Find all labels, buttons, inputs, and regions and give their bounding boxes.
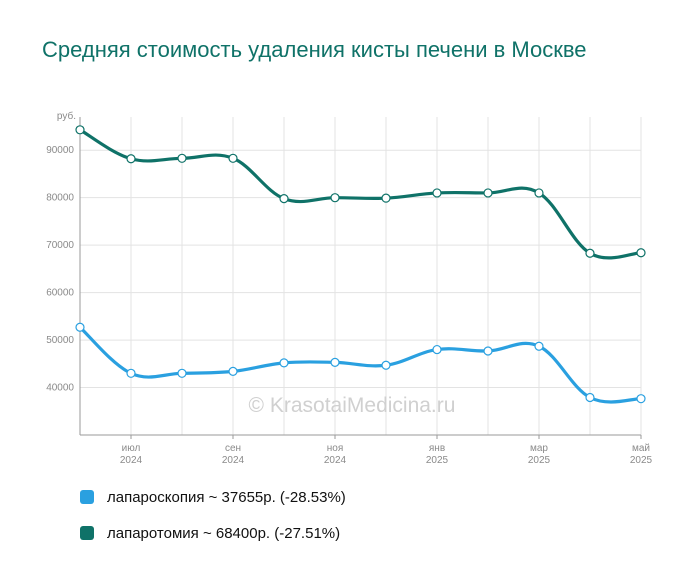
data-point: [636, 248, 646, 258]
x-tick-month: мар: [530, 443, 548, 454]
data-point: [177, 368, 187, 378]
data-point: [432, 344, 442, 355]
y-tick-label: 80000: [46, 193, 74, 204]
data-point: [534, 188, 544, 198]
y-tick-label: 70000: [46, 240, 74, 251]
data-point: [75, 125, 85, 135]
data-point: [75, 322, 85, 332]
y-tick-label: 60000: [46, 288, 74, 299]
series-laparotomy: [75, 125, 646, 260]
legend-swatch-laparoscopy: [80, 490, 94, 504]
data-point: [483, 188, 493, 198]
x-tick-month: июл: [122, 443, 141, 454]
data-point: [279, 194, 289, 204]
data-point: [636, 394, 646, 404]
legend-item-laparotomy[interactable]: лапаротомия ~ 68400р. (-27.51%): [80, 518, 346, 548]
x-axis-ticks: июл2024сен2024ноя2024янв2025мар2025май20…: [120, 435, 653, 466]
data-point: [330, 357, 340, 367]
x-tick-year: 2025: [426, 455, 449, 466]
data-point: [534, 341, 544, 351]
data-point: [126, 154, 136, 164]
y-axis-ticks: 40000 50000 60000 70000 80000 90000: [46, 145, 74, 393]
data-point: [126, 368, 136, 378]
legend-label: лапароскопия ~ 37655р. (-28.53%): [107, 488, 346, 506]
x-tick-month: ноя: [327, 443, 344, 454]
data-point: [432, 188, 442, 198]
data-point: [228, 153, 238, 163]
legend-label: лапаротомия ~ 68400р. (-27.51%): [107, 524, 341, 542]
y-axis-unit-label: руб.: [57, 110, 76, 122]
x-tick-month: янв: [429, 443, 445, 454]
chart-title: Средняя стоимость удаления кисты печени …: [42, 37, 587, 62]
legend: лапароскопия ~ 37655р. (-28.53%) лапарот…: [80, 482, 346, 554]
y-tick-label: 50000: [46, 335, 74, 346]
legend-swatch-laparotomy: [80, 526, 94, 540]
y-tick-label: 90000: [46, 145, 74, 156]
data-point: [330, 193, 340, 203]
data-point: [585, 392, 595, 403]
data-point: [228, 366, 238, 376]
x-tick-year: 2025: [528, 455, 551, 466]
y-tick-label: 40000: [46, 383, 74, 394]
series-lines: [75, 125, 646, 404]
x-tick-month: сен: [225, 443, 241, 454]
x-tick-year: 2024: [120, 455, 143, 466]
legend-item-laparoscopy[interactable]: лапароскопия ~ 37655р. (-28.53%): [80, 482, 346, 512]
data-point: [177, 153, 187, 163]
series-line: [78, 325, 643, 404]
x-tick-year: 2025: [630, 455, 653, 466]
series-laparoscopy: [75, 322, 646, 404]
data-point: [381, 360, 391, 370]
data-point: [279, 358, 289, 368]
data-point: [483, 346, 493, 356]
series-line: [78, 128, 643, 260]
x-tick-month: май: [632, 443, 650, 454]
chart-grid: [79, 117, 642, 436]
watermark: © KrasotaiMedicina.ru: [249, 394, 456, 417]
data-point: [381, 193, 391, 203]
x-tick-year: 2024: [222, 455, 245, 466]
x-tick-year: 2024: [324, 455, 347, 466]
data-point: [585, 248, 595, 258]
